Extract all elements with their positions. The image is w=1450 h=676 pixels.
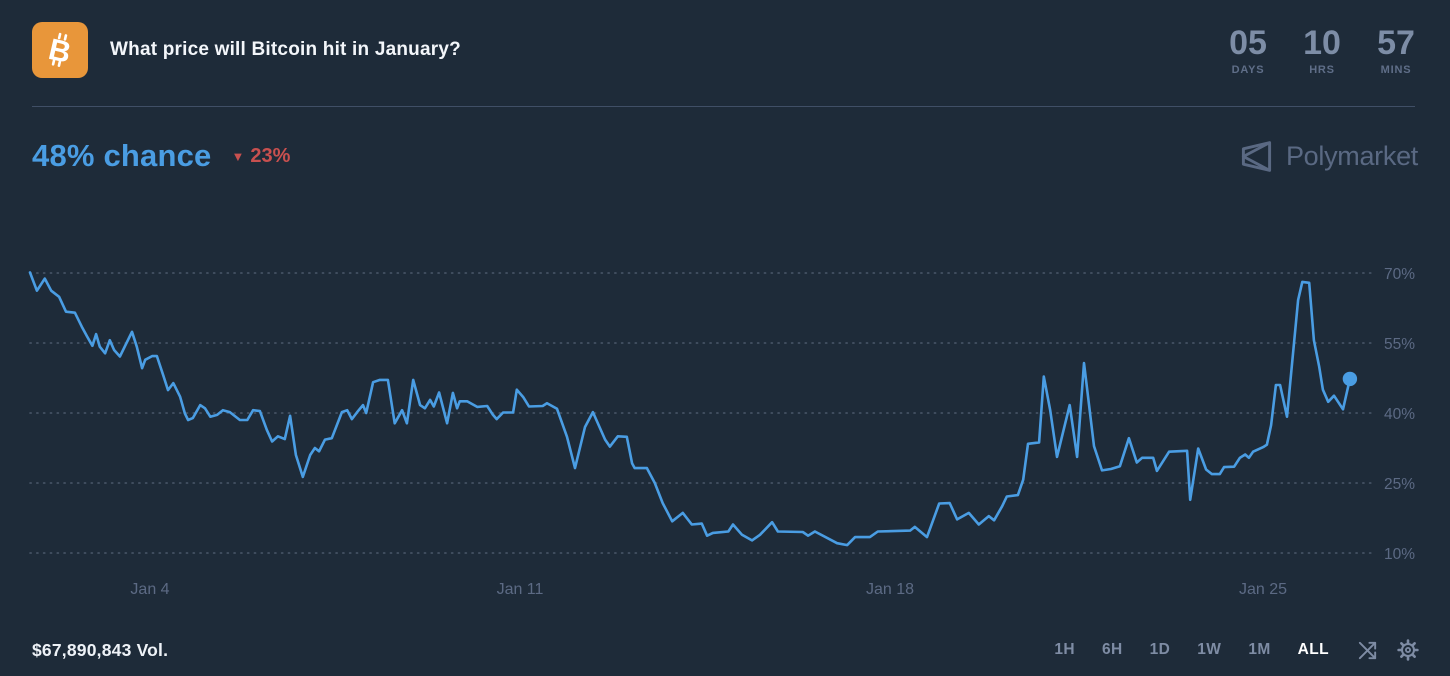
gridlines xyxy=(29,272,1377,554)
countdown-mins-value: 57 xyxy=(1377,23,1415,62)
market-title[interactable]: What price will Bitcoin hit in January? xyxy=(110,39,461,60)
y-axis-labels: 70% 55% 40% 25% 10% xyxy=(1384,266,1415,563)
x-tick: Jan 25 xyxy=(1239,581,1287,598)
bitcoin-glyph: B xyxy=(45,32,74,70)
down-triangle-icon: ▼ xyxy=(231,148,245,164)
range-1m[interactable]: 1M xyxy=(1248,641,1271,658)
polymarket-logo[interactable]: Polymarket xyxy=(1238,138,1418,175)
chance-value: 48% chance xyxy=(32,138,212,173)
countdown-mins-label: MINS xyxy=(1380,63,1412,76)
x-tick: Jan 18 xyxy=(866,581,914,598)
shuffle-icon[interactable] xyxy=(1356,639,1379,662)
range-1h[interactable]: 1H xyxy=(1054,641,1075,658)
x-axis-labels: Jan 4 Jan 11 Jan 18 Jan 25 xyxy=(130,581,1287,598)
y-tick: 70% xyxy=(1384,266,1415,283)
x-tick: Jan 4 xyxy=(130,581,169,598)
volume-label: $67,890,843 Vol. xyxy=(32,639,169,660)
header-divider xyxy=(32,106,1415,107)
range-all[interactable]: ALL xyxy=(1297,641,1329,658)
range-1w[interactable]: 1W xyxy=(1197,641,1222,658)
x-tick: Jan 11 xyxy=(497,581,544,598)
price-line xyxy=(28,271,1352,547)
countdown-days: 05 DAYS xyxy=(1226,25,1270,76)
time-range-selector: 1H 6H 1D 1W 1M ALL xyxy=(1054,641,1329,659)
bitcoin-icon: B xyxy=(32,22,88,78)
current-value-dot xyxy=(1342,371,1358,387)
range-6h[interactable]: 6H xyxy=(1102,641,1123,658)
countdown-days-label: DAYS xyxy=(1231,63,1265,76)
y-tick: 10% xyxy=(1384,546,1415,563)
settings-gear-icon[interactable] xyxy=(1396,638,1420,662)
countdown-days-value: 05 xyxy=(1229,23,1267,62)
header: B What price will Bitcoin hit in January… xyxy=(32,20,1418,80)
y-tick: 40% xyxy=(1384,406,1415,423)
polymarket-icon xyxy=(1241,140,1272,172)
countdown-hrs-label: HRS xyxy=(1309,63,1335,76)
y-tick: 25% xyxy=(1384,476,1415,493)
change-percent: 23% xyxy=(250,144,291,167)
countdown-mins: 57 MINS xyxy=(1374,25,1418,76)
range-1d[interactable]: 1D xyxy=(1149,641,1171,658)
countdown-hrs-value: 10 xyxy=(1303,23,1341,62)
change-indicator: ▼ 23% xyxy=(232,145,291,168)
countdown-timer: 05 DAYS 10 HRS 57 MINS xyxy=(1226,25,1418,76)
polymarket-wordmark: Polymarket xyxy=(1285,140,1418,171)
y-tick: 55% xyxy=(1384,336,1415,353)
footer: $67,890,843 Vol. 1H 6H 1D 1W 1M ALL xyxy=(32,634,1420,666)
chance-row: 48% chance ▼ 23% Polymarket xyxy=(32,130,1418,182)
countdown-hrs: 10 HRS xyxy=(1300,25,1344,76)
